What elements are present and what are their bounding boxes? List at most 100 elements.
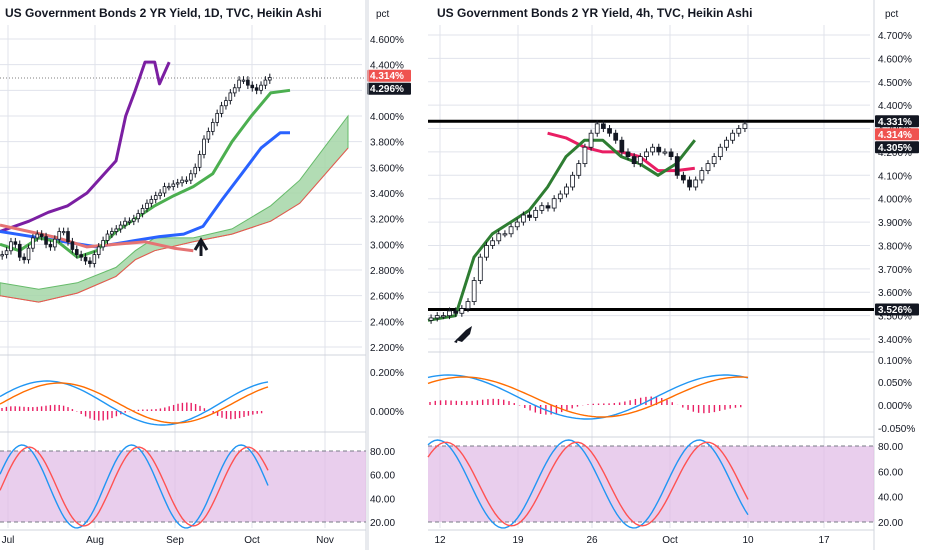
candle-body xyxy=(557,193,563,200)
y-tick-label: 3.500% xyxy=(878,312,912,323)
price-tag-label: 4.331% xyxy=(878,117,912,128)
y-tick-label: 4.600% xyxy=(370,35,404,46)
macd-line xyxy=(0,380,269,426)
candle-body xyxy=(564,186,569,195)
candle-body xyxy=(92,254,97,264)
candle-body xyxy=(132,218,136,222)
candle-body xyxy=(171,183,176,187)
candle-body xyxy=(250,84,255,89)
candle-body xyxy=(736,128,742,134)
x-tick-label: 12 xyxy=(434,535,446,546)
y-tick-label: 3.900% xyxy=(878,218,912,229)
left-chart-background xyxy=(0,0,366,530)
macd-tick-label: 0.000% xyxy=(878,401,912,412)
candle-body xyxy=(619,139,625,153)
candle-body xyxy=(74,249,79,255)
candle-body xyxy=(31,237,35,249)
candle-body xyxy=(576,163,582,176)
price-tag-label: 4.314% xyxy=(878,130,912,141)
y-tick-label: 2.600% xyxy=(370,292,404,303)
candle-body xyxy=(118,224,123,230)
candle-body xyxy=(35,233,40,239)
y-tick-label: 3.800% xyxy=(370,138,404,149)
candle-body xyxy=(193,166,198,175)
series-line-3 xyxy=(0,88,291,259)
candle-body xyxy=(70,241,75,250)
candle-body xyxy=(184,179,189,182)
left-candles xyxy=(0,73,272,268)
candle-body xyxy=(490,240,495,246)
candle-body xyxy=(101,240,105,248)
candle-body xyxy=(237,79,241,89)
candle-body xyxy=(241,79,246,82)
stoch-k-line xyxy=(427,439,749,529)
candle-body xyxy=(197,154,202,168)
candle-body xyxy=(206,130,211,140)
candle-body xyxy=(545,205,551,209)
left-stoch-pane: 80.00 60.00 40.00 20.00 xyxy=(0,431,395,529)
y-tick-label: 3.600% xyxy=(370,163,404,174)
y-tick-label: 4.400% xyxy=(878,101,912,112)
stoch-tick-label: 20.00 xyxy=(370,518,395,529)
stoch-tick-label: 80.00 xyxy=(370,447,395,458)
candle-body xyxy=(57,231,62,240)
candle-body xyxy=(434,315,440,319)
x-tick-label: 17 xyxy=(818,535,830,546)
x-tick-label: Sep xyxy=(166,535,184,546)
y-tick-label: 4.700% xyxy=(878,31,912,42)
right-stoch-pane: 80.00 60.00 40.00 20.00 xyxy=(427,436,903,529)
candle-body xyxy=(539,205,545,211)
candle-body xyxy=(625,151,631,158)
x-tick-label: Aug xyxy=(86,535,104,546)
candle-body xyxy=(246,79,250,86)
price-tag-label: 4.305% xyxy=(878,143,912,154)
y-tick-label: 4.600% xyxy=(878,54,912,65)
candle-body xyxy=(17,243,22,258)
left-chart-panel: US Government Bonds 2 YR Yield, 1D, TVC,… xyxy=(0,0,411,550)
candle-body xyxy=(123,220,127,226)
x-tick-label: 10 xyxy=(742,535,754,546)
candle-body xyxy=(521,214,526,223)
left-macd-pane: 0.200% 0.000% xyxy=(0,354,404,426)
candle-body xyxy=(588,132,594,148)
right-horizontal-levels xyxy=(428,119,874,312)
candle-body xyxy=(140,207,145,214)
candle-body xyxy=(254,87,259,91)
candle-body xyxy=(26,247,31,261)
candle-body xyxy=(502,233,508,236)
candle-body xyxy=(219,105,224,114)
candle-body xyxy=(607,128,612,134)
candle-body xyxy=(551,198,557,209)
candle-body xyxy=(215,113,219,123)
macd-tick-label: 0.000% xyxy=(370,407,404,418)
candle-body xyxy=(650,146,655,153)
candle-body xyxy=(594,123,600,134)
candle-body xyxy=(180,179,184,184)
y-tick-label: 3.400% xyxy=(370,189,404,200)
price-tag-box xyxy=(367,69,411,82)
left-chart-title: US Government Bonds 2 YR Yield, 1D, TVC,… xyxy=(5,6,322,20)
candle-body xyxy=(127,220,132,223)
candle-body xyxy=(441,315,446,318)
candle-body xyxy=(149,199,154,204)
candle-body xyxy=(61,231,66,234)
price-tag-label: 4.314% xyxy=(370,71,404,82)
candle-body xyxy=(53,238,57,248)
right-unit-label: pct xyxy=(885,9,899,20)
y-tick-label: 3.800% xyxy=(878,241,912,252)
candle-body xyxy=(66,231,70,243)
candle-body xyxy=(153,195,158,200)
candle-body xyxy=(232,87,237,94)
price-tag-label: 4.296% xyxy=(370,84,404,95)
price-tag-label: 3.526% xyxy=(878,305,912,316)
left-x-ticks: Jul Aug Sep Oct Nov xyxy=(2,535,334,546)
y-tick-label: 4.500% xyxy=(878,78,912,89)
macd-signal-line xyxy=(427,376,749,418)
candle-body xyxy=(48,243,53,248)
right-price-tags: 4.331% 4.314% 4.305% 3.526% xyxy=(875,115,919,316)
price-tag-box xyxy=(875,115,919,128)
y-tick-label: 3.600% xyxy=(878,288,912,299)
candle-body xyxy=(96,246,101,255)
series-line-1 xyxy=(427,138,696,322)
left-unit-label: pct xyxy=(376,9,390,20)
